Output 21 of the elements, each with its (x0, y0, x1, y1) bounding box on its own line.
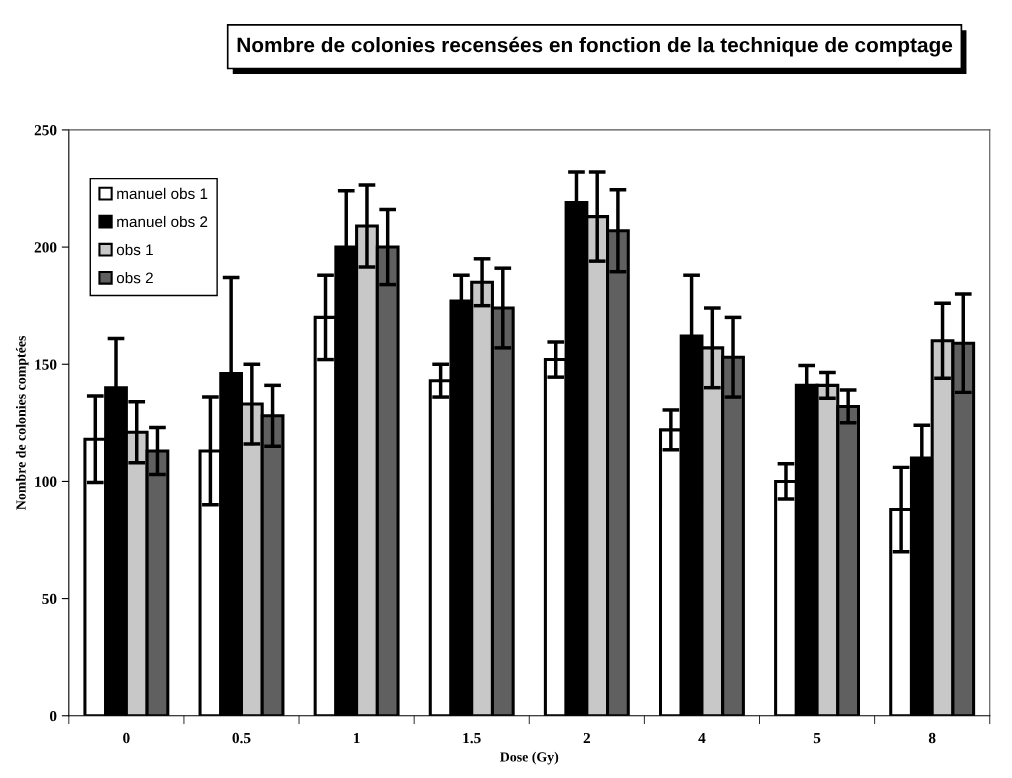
y-tick-label: 200 (34, 242, 57, 253)
y-tick-label: 150 (35, 359, 57, 370)
x-tick-label: 0 (123, 732, 130, 744)
x-tick-label: 2 (583, 732, 590, 744)
legend-label: manuel obs 2 (117, 215, 208, 228)
y-tick-label: 250 (34, 125, 57, 136)
x-tick-label: 0.5 (232, 732, 251, 744)
legend-label: obs 2 (116, 272, 153, 284)
x-tick-label: 1.5 (463, 732, 481, 744)
chart-title: Nombre de colonies recensées en fonction de la technique de comptage (237, 36, 953, 57)
y-tick-label: 50 (42, 593, 57, 605)
legend-label: manuel obs 1 (117, 187, 208, 200)
y-axis-title: Nombre de colonies comptées (15, 335, 29, 510)
legend-label: obs 1 (116, 243, 153, 256)
x-tick-label: 4 (698, 732, 706, 744)
x-tick-label: 1 (354, 732, 360, 744)
y-tick-label: 0 (49, 710, 57, 722)
x-tick-label: 5 (813, 733, 821, 744)
x-axis-title: Dose (Gy) (500, 751, 559, 765)
x-tick-label: 8 (928, 732, 936, 744)
y-tick-label: 100 (35, 476, 57, 487)
